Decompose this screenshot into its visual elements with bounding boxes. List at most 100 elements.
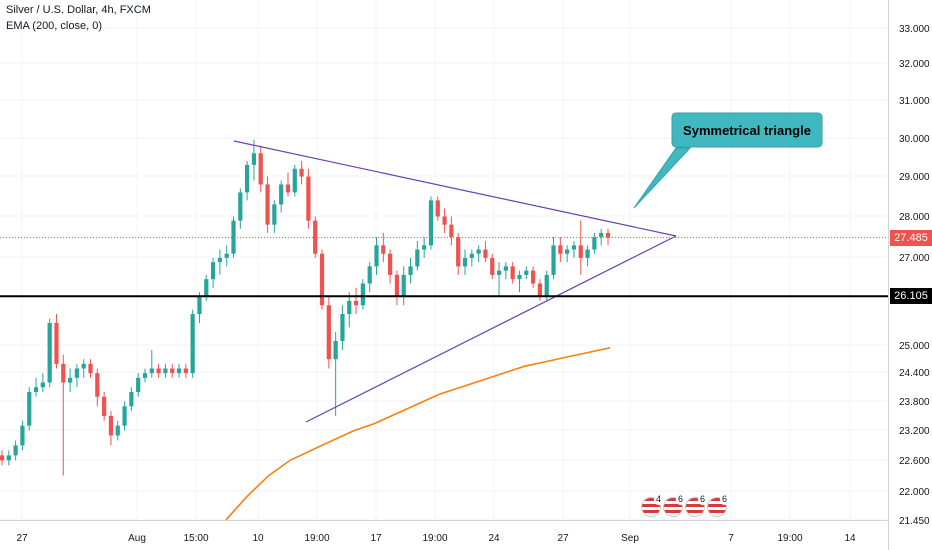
candle-body [524, 270, 529, 275]
y-tick-label: 27.000 [899, 253, 930, 264]
candle-body [0, 455, 5, 461]
y-tick-label: 25.000 [899, 341, 930, 352]
candle-body [20, 425, 25, 446]
candle-body [510, 266, 515, 280]
candle-body [381, 245, 386, 254]
candle-body [238, 192, 243, 221]
x-tick-label: 17 [370, 533, 382, 544]
economic-event-badge[interactable]: 6 [664, 494, 686, 516]
x-tick-label: 7 [728, 533, 734, 544]
x-tick-label: 27 [557, 533, 569, 544]
candle-body [326, 305, 331, 360]
candle-body [605, 232, 611, 238]
y-tick-label: 28.000 [899, 212, 930, 223]
candle-body [149, 368, 154, 374]
candle-body [142, 373, 148, 378]
x-tick-label: 15:00 [183, 533, 208, 544]
x-tick-label: 19:00 [422, 533, 447, 544]
y-tick-label: 33.000 [899, 24, 930, 35]
candle-body [313, 220, 318, 254]
candle-body [136, 377, 141, 392]
candle-body [224, 253, 229, 258]
economic-event-badge[interactable]: 6 [708, 494, 730, 516]
candle-body [217, 257, 222, 263]
candle-body [102, 396, 107, 416]
candle-body [456, 237, 461, 267]
event-count: 6 [720, 494, 730, 505]
x-tick-label: 14 [844, 533, 856, 544]
candle-body [401, 274, 406, 297]
candle-body [299, 168, 304, 177]
candle-body [67, 377, 73, 383]
ema-200-line [225, 347, 611, 521]
x-tick-label: 24 [488, 533, 500, 544]
event-count: 6 [698, 494, 708, 505]
candle-body [81, 363, 86, 369]
candle-body [340, 314, 345, 341]
x-tick-label: 19:00 [777, 533, 802, 544]
candle-body [95, 373, 100, 397]
candle-body [388, 253, 393, 275]
candle-body [272, 204, 277, 225]
x-tick-label: 19:00 [304, 533, 329, 544]
candle-body [408, 266, 413, 275]
candle-body [190, 314, 195, 374]
candle-body [496, 270, 502, 275]
y-tick-label: 22.600 [899, 456, 930, 467]
candle-body [74, 368, 80, 378]
candle-body [306, 176, 311, 221]
candle-body [292, 168, 297, 193]
economic-event-badge[interactable]: 6 [686, 494, 708, 516]
x-tick-label: 10 [252, 533, 264, 544]
x-tick-label: Aug [128, 533, 146, 544]
candle-body [503, 266, 508, 271]
candle-body [578, 245, 583, 258]
candle-body [279, 184, 284, 205]
candle-body [490, 257, 495, 275]
candle-body [422, 245, 427, 250]
candle-body [415, 249, 420, 267]
callout-pointer [633, 147, 692, 209]
event-count: 4 [654, 494, 664, 505]
candle-body [551, 245, 556, 275]
y-tick-label: 31.000 [899, 96, 930, 107]
triangle-upper-line [233, 140, 677, 237]
y-tick-label: 24.400 [899, 368, 930, 379]
y-tick-label: 23.200 [899, 426, 930, 437]
candle-body [565, 249, 570, 254]
candle-body [88, 363, 93, 374]
callout-label: Symmetrical triangle [683, 123, 811, 138]
candle-body [108, 415, 114, 436]
candle-body [210, 262, 216, 280]
candle-body [285, 184, 291, 193]
y-tick-label: 32.000 [899, 59, 930, 70]
triangle-lower-line [305, 235, 677, 423]
candle-body [544, 274, 549, 297]
candle-body [530, 270, 536, 284]
x-tick-label: Sep [621, 533, 639, 544]
candle-body [571, 245, 577, 250]
candle-body [394, 274, 400, 297]
candle-body [469, 253, 474, 258]
level-price-tag: 26.105 [890, 288, 932, 305]
last-price-tag: 27.485 [890, 229, 932, 246]
candle-body [428, 200, 434, 246]
candle-body [558, 245, 563, 254]
candle-body [13, 445, 18, 456]
candle-body [197, 296, 202, 315]
candle-body [115, 425, 120, 436]
candle-body [204, 279, 209, 297]
y-tick-label: 21.450 [899, 516, 930, 527]
candle-body [122, 406, 127, 426]
candle-body [251, 153, 257, 165]
candle-body [319, 253, 325, 306]
candle-body [347, 300, 352, 315]
candle-body [585, 249, 590, 258]
candle-body [129, 391, 134, 407]
candle-body [40, 382, 45, 388]
candle-body [592, 237, 597, 250]
ema-indicator-label[interactable]: EMA (200, close, 0) [6, 20, 102, 32]
economic-event-badge[interactable]: 4 [642, 494, 664, 516]
candle-body [265, 184, 270, 225]
